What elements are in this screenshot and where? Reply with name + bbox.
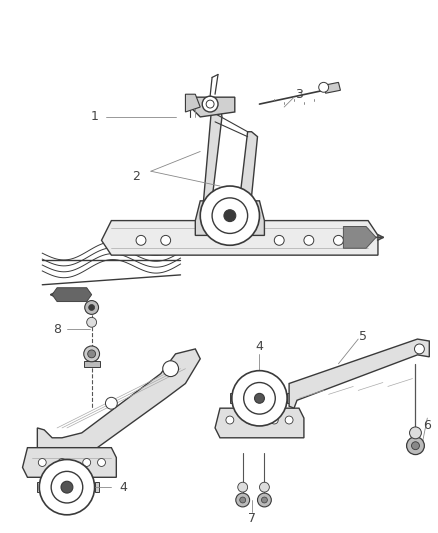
Text: 4: 4 [255,341,263,353]
Circle shape [83,458,91,466]
Circle shape [226,416,234,424]
Circle shape [246,416,254,424]
Circle shape [258,493,271,507]
Circle shape [259,482,269,492]
Circle shape [200,186,259,245]
Circle shape [414,344,424,354]
Polygon shape [52,288,92,302]
Polygon shape [289,339,429,408]
Circle shape [274,236,284,245]
Circle shape [106,397,117,409]
Circle shape [206,100,214,108]
Polygon shape [95,482,99,492]
Circle shape [98,458,106,466]
Polygon shape [343,227,376,248]
Circle shape [88,350,95,358]
Text: 8: 8 [53,322,61,336]
Circle shape [244,383,275,414]
Text: 5: 5 [359,329,367,343]
Circle shape [61,481,73,493]
Circle shape [38,458,46,466]
Circle shape [270,416,278,424]
Circle shape [412,442,420,450]
Polygon shape [215,408,304,438]
Circle shape [87,317,96,327]
Text: 7: 7 [247,512,256,525]
Circle shape [51,471,83,503]
Text: FWD: FWD [347,236,361,241]
Circle shape [136,236,146,245]
Circle shape [236,493,250,507]
Polygon shape [324,83,340,93]
Circle shape [88,304,95,310]
Circle shape [319,83,328,92]
Circle shape [161,236,171,245]
Circle shape [85,301,99,314]
Circle shape [163,361,179,377]
Text: FWD: FWD [64,292,80,297]
Circle shape [84,346,99,362]
Polygon shape [22,448,117,477]
Polygon shape [37,482,39,492]
Circle shape [410,427,421,439]
Circle shape [254,393,265,403]
Text: 1: 1 [91,110,99,124]
Polygon shape [185,94,200,112]
Circle shape [212,198,247,233]
Text: 2: 2 [132,169,140,183]
Circle shape [232,370,287,426]
Text: 3: 3 [295,88,303,101]
Circle shape [39,459,95,515]
Circle shape [304,236,314,245]
Circle shape [240,497,246,503]
Circle shape [333,236,343,245]
Polygon shape [287,393,291,403]
Circle shape [261,497,267,503]
Polygon shape [102,221,378,255]
Polygon shape [195,201,265,236]
Circle shape [406,437,424,455]
Polygon shape [191,97,235,117]
Text: 4: 4 [119,481,127,494]
Polygon shape [230,393,232,403]
Circle shape [224,209,236,222]
Circle shape [238,482,247,492]
Polygon shape [238,132,258,216]
Circle shape [58,458,66,466]
Polygon shape [202,102,222,216]
Circle shape [285,416,293,424]
Text: 6: 6 [424,419,431,432]
Polygon shape [84,361,99,367]
Circle shape [202,96,218,112]
Polygon shape [37,349,200,463]
